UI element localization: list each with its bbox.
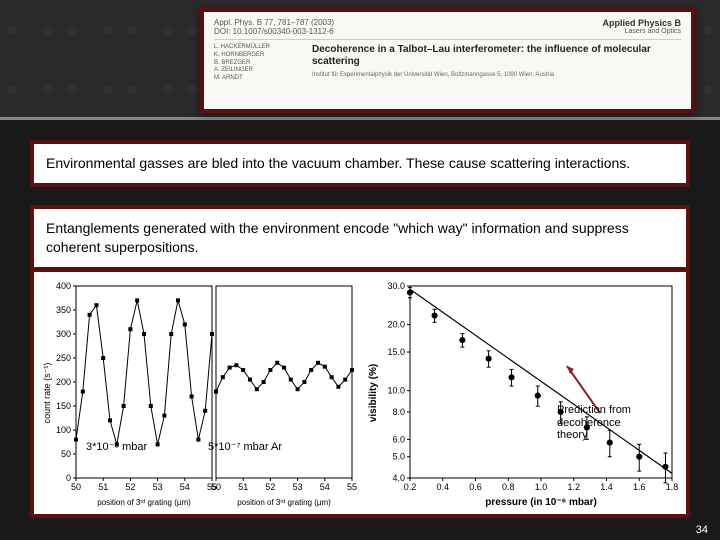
page-number: 34 (696, 524, 708, 536)
author-list: L. HACKERMÜLLER K. HORNBERGER B. BREZGER… (214, 44, 304, 83)
svg-text:visibility (%): visibility (%) (368, 364, 379, 422)
paper-title: Decoherence in a Talbot–Lau interferomet… (312, 44, 681, 68)
annot-pressure-high: 5*10⁻⁷ mbar Ar (208, 440, 282, 453)
svg-text:0.8: 0.8 (502, 482, 515, 492)
svg-text:8.0: 8.0 (392, 407, 405, 417)
svg-text:0.4: 0.4 (436, 482, 449, 492)
svg-text:position of 3ʳᵈ grating (µm): position of 3ʳᵈ grating (µm) (237, 498, 331, 507)
svg-text:350: 350 (56, 305, 71, 315)
svg-text:1.6: 1.6 (633, 482, 646, 492)
svg-text:51: 51 (238, 482, 248, 492)
paper-doi: DOI: 10.1007/s00340-003-1312-6 (214, 27, 334, 36)
svg-text:pressure (in 10⁻⁶ mbar): pressure (in 10⁻⁶ mbar) (485, 497, 597, 508)
svg-text:52: 52 (125, 482, 135, 492)
journal-sub: Lasers and Optics (602, 28, 681, 35)
svg-text:count rate (s⁻¹): count rate (s⁻¹) (42, 363, 52, 424)
svg-text:51: 51 (98, 482, 108, 492)
svg-text:50: 50 (211, 482, 221, 492)
svg-text:1.0: 1.0 (535, 482, 548, 492)
svg-text:50: 50 (71, 482, 81, 492)
svg-text:20.0: 20.0 (387, 320, 405, 330)
slide-text-2: Entanglements generated with the environ… (30, 205, 690, 271)
visibility-chart: 4.05.06.08.010.015.020.030.0visibility (… (362, 276, 682, 510)
svg-text:54: 54 (320, 482, 330, 492)
svg-text:200: 200 (56, 377, 71, 387)
svg-text:0.6: 0.6 (469, 482, 482, 492)
svg-text:400: 400 (56, 281, 71, 291)
annot-pressure-low: 3*10⁻⁸ mbar (86, 440, 147, 453)
slide-text-1: Environmental gasses are bled into the v… (30, 140, 690, 187)
paper-ref: Appl. Phys. B 77, 781–787 (2003) (214, 18, 334, 27)
plots-container: 050100150200250300350400count rate (s⁻¹)… (30, 268, 690, 518)
count-rate-chart: 050100150200250300350400count rate (s⁻¹)… (38, 276, 358, 510)
svg-text:6.0: 6.0 (392, 434, 405, 444)
annot-theory: Prediction fromdecoherencetheory (557, 404, 631, 442)
paper-citation-header: Appl. Phys. B 77, 781–787 (2003) DOI: 10… (200, 8, 695, 113)
svg-text:1.2: 1.2 (567, 482, 580, 492)
svg-text:0.2: 0.2 (404, 482, 417, 492)
svg-text:53: 53 (293, 482, 303, 492)
journal-name: Applied Physics B (602, 18, 681, 28)
svg-text:position of 3ʳᵈ grating (µm): position of 3ʳᵈ grating (µm) (97, 498, 191, 507)
svg-text:5.0: 5.0 (392, 452, 405, 462)
svg-text:15.0: 15.0 (387, 347, 405, 357)
svg-text:55: 55 (347, 482, 357, 492)
svg-text:30.0: 30.0 (387, 281, 405, 291)
svg-text:50: 50 (61, 449, 71, 459)
svg-text:10.0: 10.0 (387, 386, 405, 396)
svg-text:250: 250 (56, 353, 71, 363)
svg-text:1.8: 1.8 (666, 482, 679, 492)
svg-text:52: 52 (265, 482, 275, 492)
svg-text:100: 100 (56, 425, 71, 435)
paper-affiliation: Institut für Experimentalphysik der Univ… (312, 72, 681, 78)
svg-text:300: 300 (56, 329, 71, 339)
svg-text:54: 54 (180, 482, 190, 492)
svg-text:150: 150 (56, 401, 71, 411)
svg-text:1.4: 1.4 (600, 482, 613, 492)
svg-text:53: 53 (153, 482, 163, 492)
right-visibility-plot: 4.05.06.08.010.015.020.030.0visibility (… (362, 276, 682, 510)
left-dual-plot: 050100150200250300350400count rate (s⁻¹)… (38, 276, 358, 510)
